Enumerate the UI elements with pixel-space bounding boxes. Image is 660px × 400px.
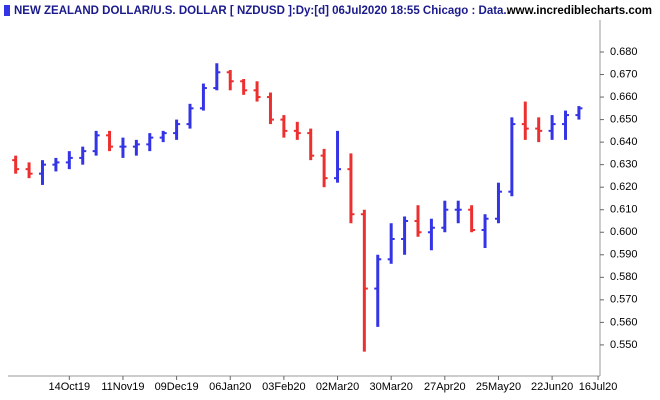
y-tick-label: 0.610 bbox=[610, 204, 638, 216]
x-tick-label: 22Jun20 bbox=[531, 381, 573, 393]
x-tick-label: 02Mar20 bbox=[316, 381, 359, 393]
x-tick-label: 06Jan20 bbox=[209, 381, 251, 393]
y-tick-label: 0.550 bbox=[610, 339, 638, 351]
source-label: www.incrediblecharts.com bbox=[506, 5, 652, 17]
y-tick-label: 0.600 bbox=[610, 226, 638, 238]
y-tick-label: 0.560 bbox=[610, 316, 638, 328]
x-tick-label: 09Dec19 bbox=[155, 381, 199, 393]
symbol-icon bbox=[4, 5, 10, 16]
y-tick-label: 0.680 bbox=[610, 46, 638, 58]
y-tick-label: 0.630 bbox=[610, 159, 638, 171]
y-tick-label: 0.590 bbox=[610, 249, 638, 261]
x-tick-label: 11Nov19 bbox=[101, 381, 144, 393]
y-tick-label: 0.620 bbox=[610, 181, 638, 193]
x-tick-label: 16Jul20 bbox=[579, 381, 618, 393]
y-tick-label: 0.660 bbox=[610, 91, 638, 103]
x-tick-label: 30Mar20 bbox=[369, 381, 412, 393]
y-tick-label: 0.650 bbox=[610, 113, 638, 125]
x-tick-label: 03Feb20 bbox=[262, 381, 305, 393]
chart-title: NEW ZEALAND DOLLAR/U.S. DOLLAR [ NZDUSD … bbox=[14, 5, 510, 17]
y-tick-label: 0.570 bbox=[610, 294, 638, 306]
x-tick-label: 25May20 bbox=[476, 381, 521, 393]
y-tick-label: 0.580 bbox=[610, 271, 638, 283]
y-tick-label: 0.670 bbox=[610, 68, 638, 80]
y-tick-label: 0.640 bbox=[610, 136, 638, 148]
x-tick-label: 27Apr20 bbox=[424, 381, 466, 393]
x-tick-label: 14Oct19 bbox=[49, 381, 91, 393]
